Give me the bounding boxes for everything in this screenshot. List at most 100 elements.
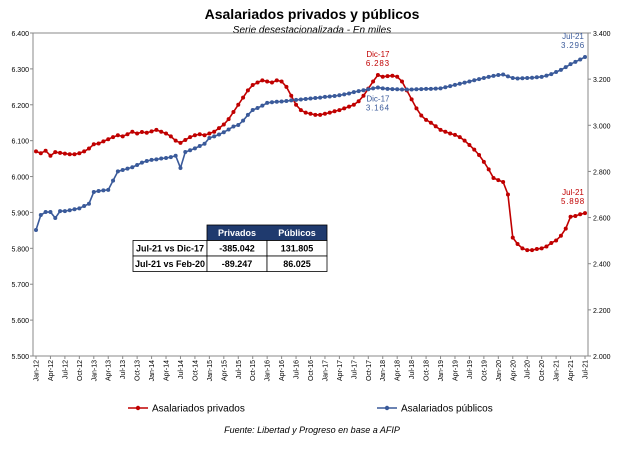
x-tick-label: Oct-12 <box>77 360 84 381</box>
data-point <box>578 212 583 217</box>
data-point <box>183 137 188 142</box>
y2-tick-label: 2.600 <box>593 216 611 223</box>
x-tick-label: Jul-21 <box>583 360 590 379</box>
data-point <box>178 165 183 170</box>
x-tick-label: Jan-17 <box>322 360 329 382</box>
data-point <box>183 150 188 155</box>
data-point <box>269 100 274 105</box>
x-tick-label: Oct-20 <box>539 360 546 381</box>
data-point <box>58 150 63 155</box>
data-point <box>356 99 361 104</box>
data-point <box>260 78 265 83</box>
x-tick-label: Jul-18 <box>409 360 416 379</box>
data-point <box>34 228 38 233</box>
data-point <box>236 102 241 107</box>
source-note: Fuente: Libertad y Progreso en base a AF… <box>224 425 400 435</box>
table-cell-text: -385.042 <box>219 244 255 254</box>
data-point <box>544 73 549 78</box>
data-point <box>284 84 289 89</box>
x-tick-label: Jan-16 <box>265 360 272 382</box>
data-point <box>419 87 424 92</box>
data-point <box>72 152 77 157</box>
data-point <box>554 238 559 243</box>
data-point <box>221 130 226 135</box>
data-point <box>53 150 58 155</box>
data-point <box>342 106 347 111</box>
data-point <box>313 96 318 101</box>
data-point <box>159 156 164 161</box>
data-point <box>212 134 217 139</box>
data-point <box>563 226 568 231</box>
data-point <box>327 94 332 99</box>
data-point <box>197 144 202 149</box>
y2-tick-label: 3.200 <box>593 77 611 84</box>
data-point <box>443 129 448 134</box>
data-point <box>265 79 270 84</box>
data-point <box>77 151 82 156</box>
data-point <box>298 97 303 102</box>
data-point <box>34 149 38 154</box>
data-point <box>409 87 414 92</box>
data-point <box>558 233 563 238</box>
data-point <box>347 91 352 96</box>
data-point <box>241 95 246 100</box>
table-cell-text: Jul-21 vs Dic-17 <box>136 244 204 254</box>
x-tick-label: Apr-20 <box>510 360 517 381</box>
data-point <box>424 117 429 122</box>
data-point <box>101 139 106 144</box>
data-point <box>578 57 583 62</box>
data-point <box>573 59 578 64</box>
x-tick-label: Jul-14 <box>178 360 185 379</box>
legend-marker <box>135 405 141 411</box>
data-point <box>91 142 96 147</box>
data-point <box>414 87 419 92</box>
data-point <box>534 247 539 252</box>
data-point <box>245 112 250 117</box>
data-point <box>371 86 376 91</box>
data-point <box>539 246 544 251</box>
data-point <box>91 189 96 194</box>
data-point <box>178 140 183 145</box>
data-point <box>115 133 120 138</box>
data-point <box>501 179 506 184</box>
x-tick-label: Jul-16 <box>294 360 301 379</box>
data-point <box>303 110 308 115</box>
x-tick-label: Oct-16 <box>308 360 315 381</box>
data-point <box>226 127 231 132</box>
data-point <box>428 120 433 125</box>
data-point <box>390 73 395 78</box>
y-tick-label: 6.300 <box>11 67 29 74</box>
data-point <box>106 137 111 142</box>
data-point <box>274 99 279 104</box>
data-point <box>390 87 395 92</box>
x-tick-label: Apr-14 <box>164 360 171 381</box>
chart-subtitle: Serie desestacionalizada - En miles <box>233 25 391 36</box>
data-point <box>255 80 260 85</box>
data-point <box>125 132 130 137</box>
data-point <box>443 85 448 90</box>
data-point <box>43 210 48 215</box>
x-tick-label: Jul-13 <box>120 360 127 379</box>
y2-tick-label: 2.800 <box>593 169 611 176</box>
y-tick-label: 6.400 <box>11 31 29 38</box>
x-tick-label: Apr-17 <box>337 360 344 381</box>
x-tick-label: Jan-18 <box>380 360 387 382</box>
data-point <box>164 156 169 161</box>
data-point <box>168 134 173 139</box>
data-point <box>433 86 438 91</box>
y-tick-label: 6.000 <box>11 175 29 182</box>
data-point <box>149 157 154 162</box>
data-point <box>43 148 48 153</box>
data-point <box>67 152 72 157</box>
x-tick-label: Apr-21 <box>568 360 575 381</box>
data-point <box>130 129 135 134</box>
series-line <box>35 56 586 231</box>
x-tick-label: Jul-20 <box>525 360 532 379</box>
data-point <box>481 159 486 164</box>
data-point <box>505 192 510 197</box>
data-point <box>130 165 135 170</box>
data-point <box>77 206 82 211</box>
data-point <box>322 94 327 99</box>
data-point <box>371 79 376 84</box>
data-point <box>38 151 43 156</box>
